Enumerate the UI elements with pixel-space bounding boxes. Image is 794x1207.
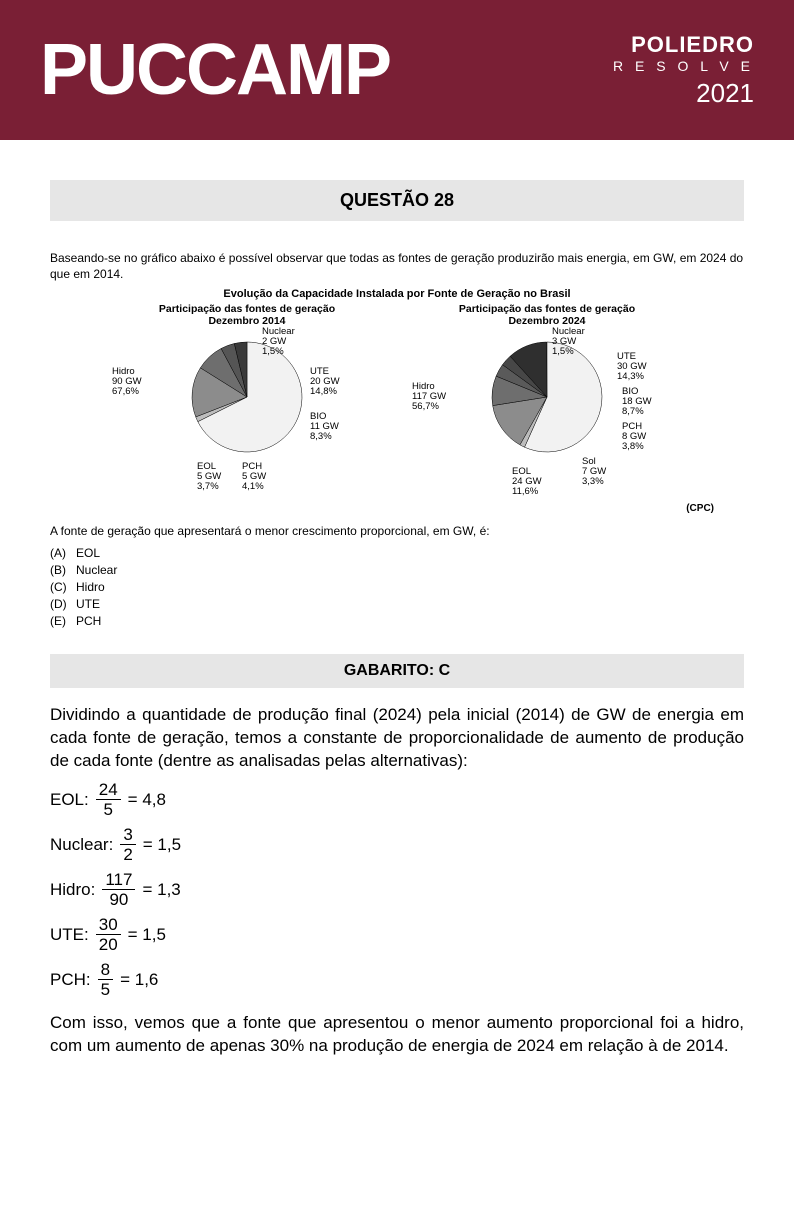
- side-logo-year: 2021: [613, 78, 754, 109]
- calc-label: Hidro:: [50, 880, 95, 900]
- chart-2014-sub2: Dezembro 2014: [208, 315, 285, 327]
- lbl-2024-sol: Sol7 GW3,3%: [582, 457, 606, 487]
- pie-2014-wrap: Hidro90 GW67,6% Nuclear2 GW1,5% UTE20 GW…: [112, 327, 382, 497]
- chart-2014: Participação das fontes de geração Dezem…: [112, 304, 382, 497]
- denominator: 5: [101, 980, 110, 998]
- numerator: 8: [98, 961, 113, 980]
- fraction: 11790: [102, 871, 135, 908]
- option-c: (C)Hidro: [50, 580, 744, 594]
- chart-2014-sub1: Participação das fontes de geração: [159, 303, 335, 315]
- calc-line: EOL: 245 = 4,8: [50, 781, 744, 818]
- lbl-2024-bio: BIO18 GW8,7%: [622, 387, 652, 417]
- question-bar: QUESTÃO 28: [50, 180, 744, 221]
- calc-line: Hidro: 11790 = 1,3: [50, 871, 744, 908]
- chart-main-title: Evolução da Capacidade Instalada por Fon…: [50, 288, 744, 300]
- numerator: 3: [120, 826, 135, 845]
- option-e: (E)PCH: [50, 614, 744, 628]
- answer-para1: Dividindo a quantidade de produção final…: [50, 704, 744, 773]
- chart-source: (CPC): [50, 503, 744, 514]
- lbl-2014-hidro: Hidro90 GW67,6%: [112, 367, 142, 397]
- chart-2024-sub1: Participação das fontes de geração: [459, 303, 635, 315]
- pie-2024-svg: [487, 337, 607, 457]
- lbl-2024-eol: EOL24 GW11,6%: [512, 467, 542, 497]
- denominator: 2: [123, 845, 132, 863]
- calc-label: UTE:: [50, 925, 89, 945]
- calc-line: UTE: 3020 = 1,5: [50, 916, 744, 953]
- side-logo: POLIEDRO R E S O L V E 2021: [613, 32, 754, 109]
- denominator: 90: [109, 890, 128, 908]
- calc-result: = 4,8: [128, 790, 166, 810]
- question-intro: Baseando-se no gráfico abaixo é possível…: [50, 251, 744, 282]
- calc-label: PCH:: [50, 970, 91, 990]
- calc-result: = 1,3: [142, 880, 180, 900]
- lbl-2024-pch: PCH8 GW3,8%: [622, 422, 646, 452]
- option-b: (B)Nuclear: [50, 563, 744, 577]
- numerator: 24: [96, 781, 121, 800]
- calc-label: Nuclear:: [50, 835, 113, 855]
- lbl-2024-hidro: Hidro117 GW56,7%: [412, 382, 446, 412]
- fraction: 85: [98, 961, 113, 998]
- lbl-2014-pch: PCH5 GW4,1%: [242, 462, 266, 492]
- lbl-2014-ute: UTE20 GW14,8%: [310, 367, 340, 397]
- lbl-2014-bio: BIO11 GW8,3%: [310, 412, 339, 442]
- calc-result: = 1,5: [128, 925, 166, 945]
- calc-result: = 1,5: [143, 835, 181, 855]
- side-logo-top: POLIEDRO: [613, 32, 754, 58]
- options-list: (A)EOL (B)Nuclear (C)Hidro (D)UTE (E)PCH: [50, 546, 744, 628]
- lbl-2024-nuclear: Nuclear3 GW1,5%: [552, 327, 585, 357]
- fraction: 32: [120, 826, 135, 863]
- chart-2014-subtitle: Participação das fontes de geração Dezem…: [112, 304, 382, 327]
- chart-2024: Participação das fontes de geração Dezem…: [412, 304, 682, 497]
- page-content: QUESTÃO 28 Baseando-se no gráfico abaixo…: [0, 140, 794, 1078]
- option-d: (D)UTE: [50, 597, 744, 611]
- side-logo-mid: R E S O L V E: [613, 58, 754, 74]
- denominator: 20: [99, 935, 118, 953]
- sub-question: A fonte de geração que apresentará o men…: [50, 524, 744, 538]
- fraction: 3020: [96, 916, 121, 953]
- calc-line: PCH: 85 = 1,6: [50, 961, 744, 998]
- denominator: 5: [103, 800, 112, 818]
- pie-2024-wrap: Hidro117 GW56,7% Nuclear3 GW1,5% UTE30 G…: [412, 327, 682, 497]
- numerator: 117: [102, 871, 135, 890]
- page-header: PUCCAMP POLIEDRO R E S O L V E 2021: [0, 0, 794, 140]
- chart-2024-subtitle: Participação das fontes de geração Dezem…: [412, 304, 682, 327]
- answer-bar: GABARITO: C: [50, 654, 744, 688]
- lbl-2014-eol: EOL5 GW3,7%: [197, 462, 221, 492]
- calc-result: = 1,6: [120, 970, 158, 990]
- lbl-2024-ute: UTE30 GW14,3%: [617, 352, 647, 382]
- calc-lines: EOL:245= 4,8Nuclear:32= 1,5Hidro:11790= …: [50, 781, 744, 998]
- option-a: (A)EOL: [50, 546, 744, 560]
- fraction: 245: [96, 781, 121, 818]
- chart-2024-sub2: Dezembro 2024: [508, 315, 585, 327]
- charts-row: Participação das fontes de geração Dezem…: [50, 304, 744, 497]
- answer-para2: Com isso, vemos que a fonte que apresent…: [50, 1012, 744, 1058]
- calc-line: Nuclear: 32 = 1,5: [50, 826, 744, 863]
- main-logo: PUCCAMP: [40, 29, 390, 111]
- numerator: 30: [96, 916, 121, 935]
- calc-label: EOL:: [50, 790, 89, 810]
- lbl-2014-nuclear: Nuclear2 GW1,5%: [262, 327, 295, 357]
